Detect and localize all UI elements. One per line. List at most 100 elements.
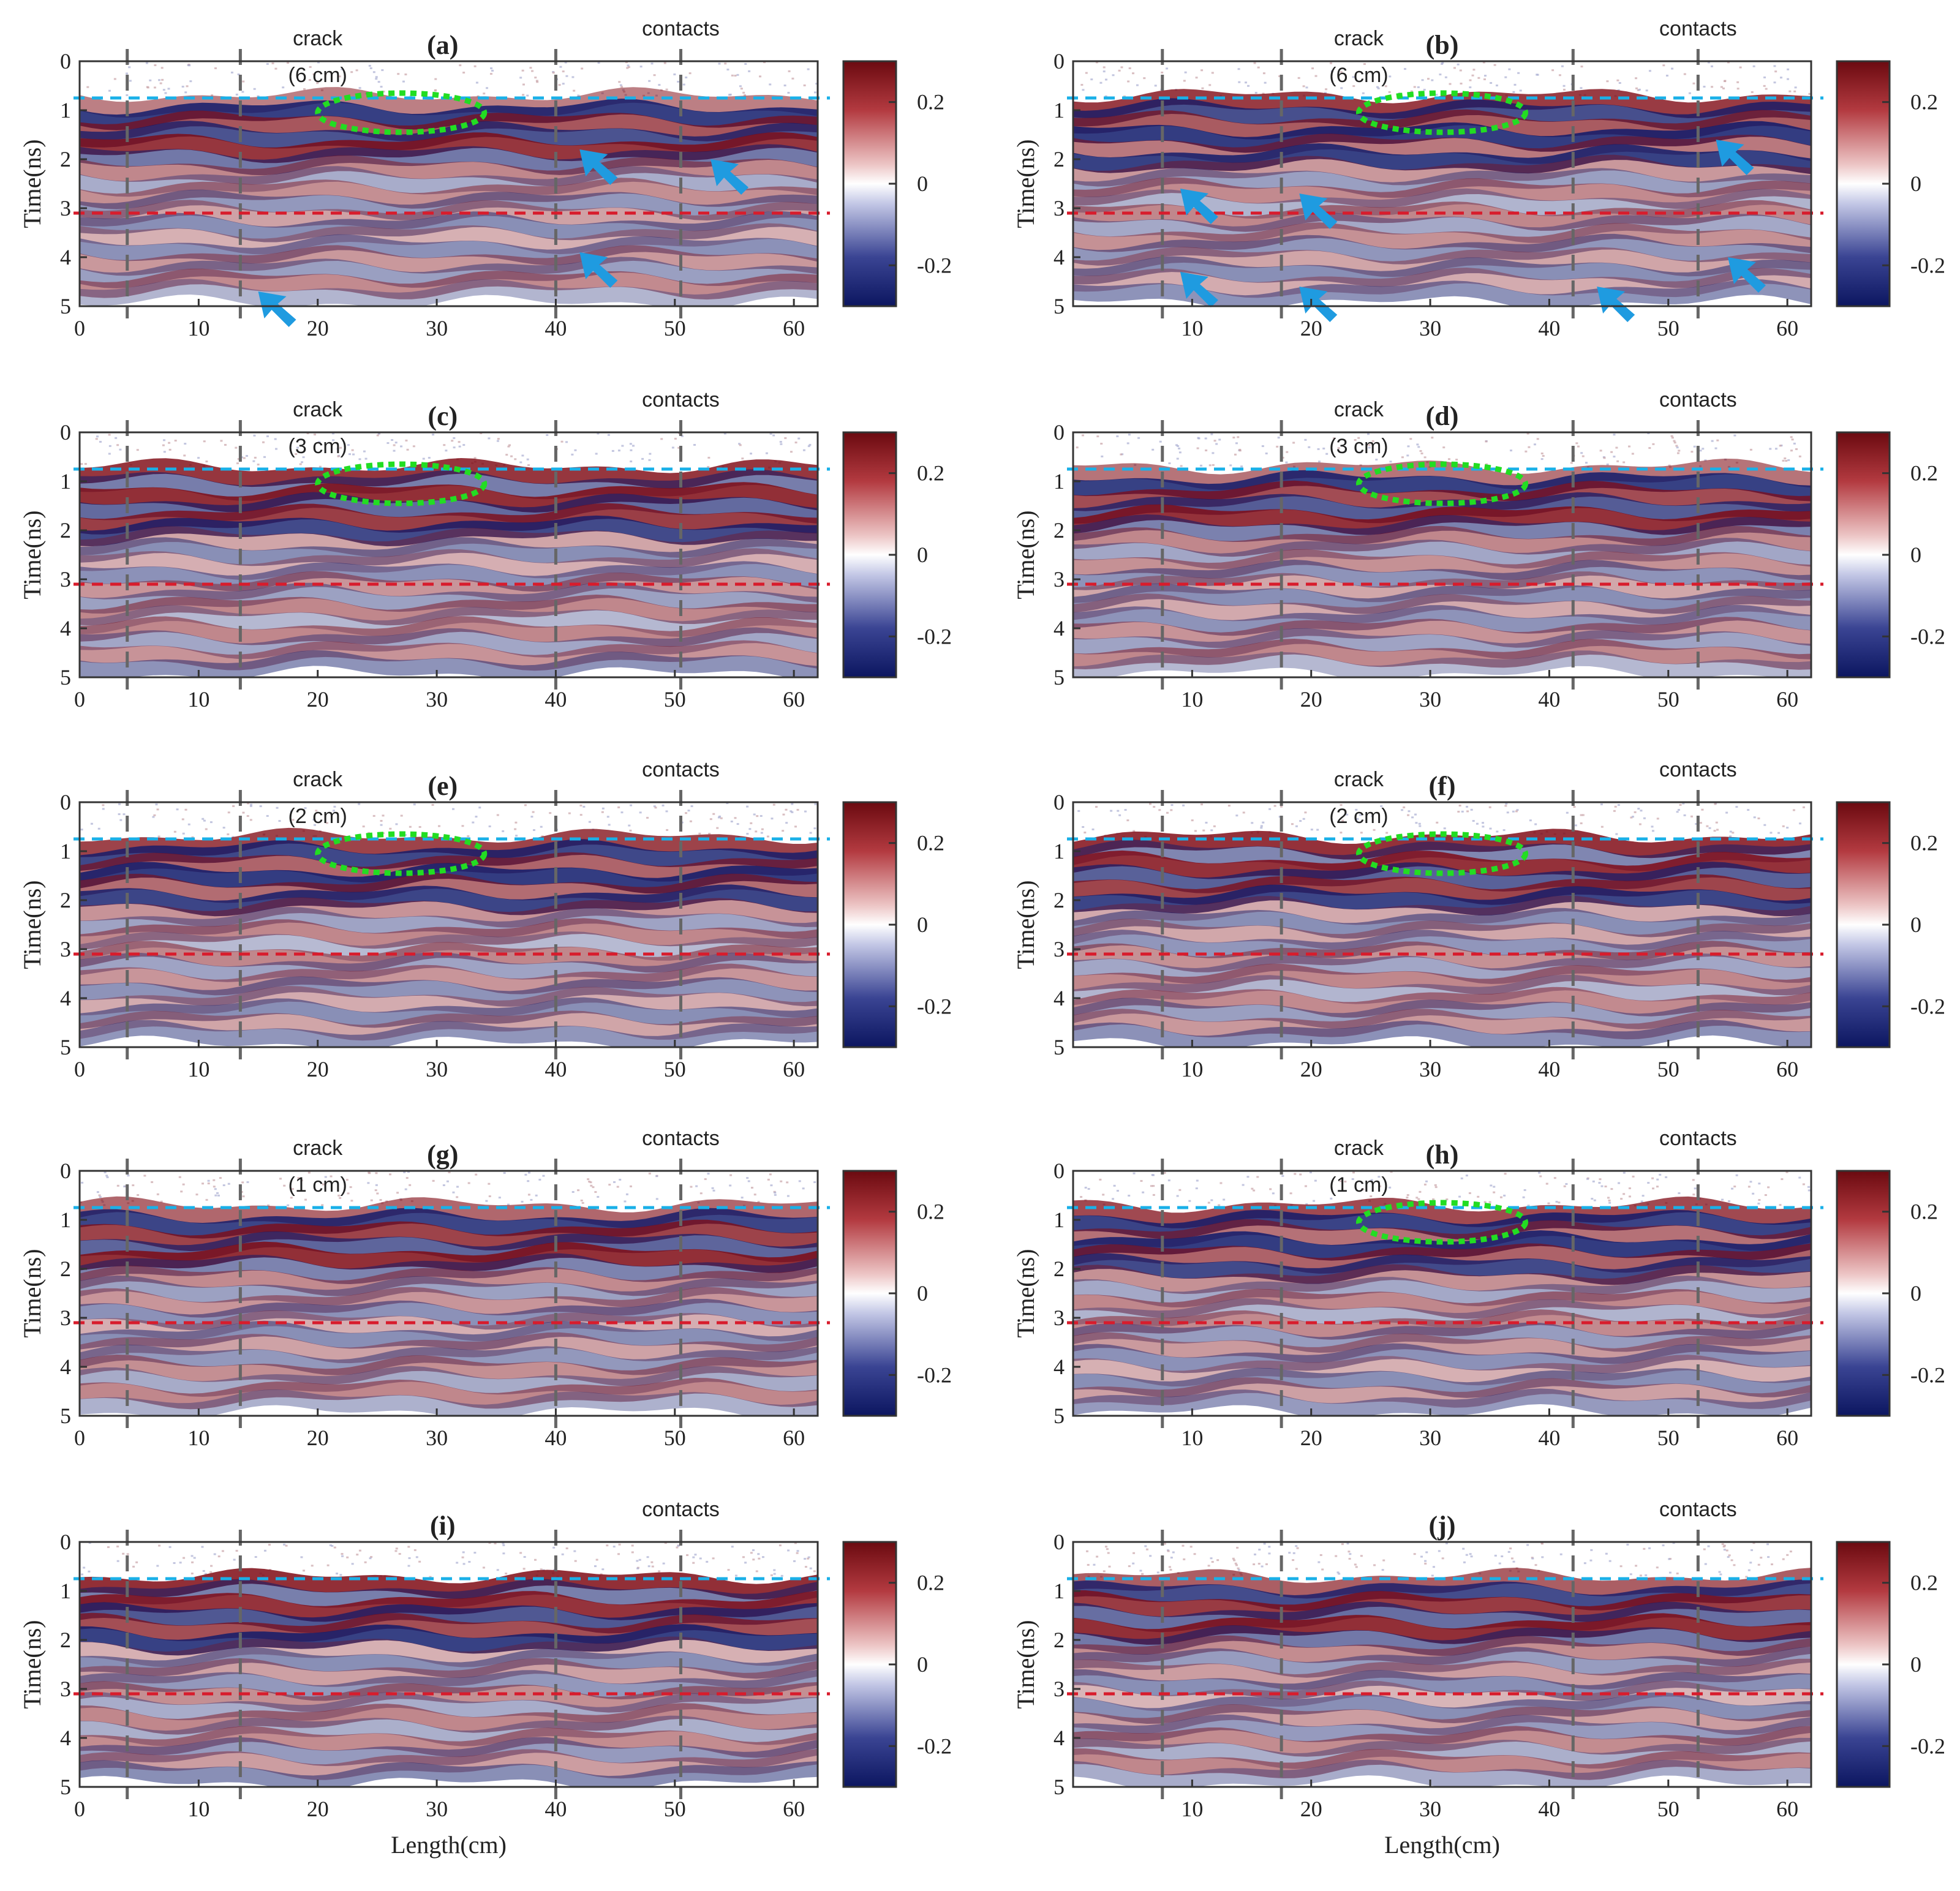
y-tick-label: 5 — [1054, 1775, 1065, 1799]
y-tick-label: 0 — [1054, 420, 1065, 445]
colorbar-tick-label: 0 — [917, 171, 928, 196]
x-tick-label: 10 — [187, 316, 209, 340]
reflection-arrow — [710, 159, 749, 195]
contacts-label: contacts — [642, 1127, 720, 1150]
x-tick-label: 20 — [307, 687, 329, 712]
radargram — [80, 432, 818, 677]
y-tick-label: 1 — [1054, 1208, 1065, 1232]
crack-label: crack — [1334, 768, 1384, 791]
crack-size-label: (6 cm) — [288, 64, 347, 87]
y-axis-label: Time(ns) — [1012, 1249, 1039, 1337]
x-tick-label: 50 — [664, 1426, 686, 1450]
reflection-arrow — [1716, 140, 1754, 175]
y-axis-label: Time(ns) — [18, 139, 46, 228]
y-tick-label: 4 — [1054, 1726, 1065, 1750]
colorbar — [1836, 801, 1891, 1048]
x-tick-label: 30 — [1419, 1426, 1441, 1450]
y-tick-label: 1 — [1054, 98, 1065, 122]
colorbar-tick-label: 0.2 — [1910, 831, 1938, 855]
radargram — [1073, 1171, 1811, 1416]
crack-ellipse — [1355, 461, 1529, 506]
panel-h: 10 20 30 40 50 60 0 1 2 3 4 5 Time(ns) (h) crack (1 cm)… — [1012, 1127, 1945, 1450]
colorbar-tick-label: -0.2 — [1910, 994, 1945, 1018]
colorbar-tick-label: 0 — [917, 1281, 928, 1306]
y-tick-label: 5 — [60, 1404, 71, 1428]
reflection-arrow — [1180, 189, 1218, 224]
x-tick-label: 10 — [187, 1426, 209, 1450]
y-tick-label: 4 — [1054, 986, 1065, 1010]
y-tick-label: 3 — [60, 1306, 71, 1330]
reflection-arrow — [1727, 257, 1766, 293]
x-axis-label: Length(cm) — [1384, 1831, 1500, 1859]
colorbar-tick-label: 0.2 — [1910, 1200, 1938, 1224]
axes-frame — [78, 60, 819, 307]
colorbar-tick-label: -0.2 — [1910, 624, 1945, 649]
y-tick-label: 4 — [1054, 1355, 1065, 1379]
y-tick-label: 0 — [60, 49, 71, 73]
y-tick-label: 1 — [1054, 839, 1065, 863]
x-tick-label: 10 — [1181, 1426, 1203, 1450]
x-tick-label: 0 — [74, 1057, 85, 1081]
colorbar-tick-label: -0.2 — [1910, 253, 1945, 277]
colorbar-tick-label: -0.2 — [917, 994, 952, 1018]
x-tick-label: 20 — [1300, 687, 1322, 712]
x-tick-label: 20 — [1300, 1057, 1322, 1081]
y-tick-label: 5 — [1054, 1035, 1065, 1059]
x-tick-label: 30 — [1419, 316, 1441, 340]
y-axis-label: Time(ns) — [1012, 510, 1039, 599]
y-tick-label: 4 — [1054, 616, 1065, 641]
x-tick-label: 10 — [1181, 1797, 1203, 1821]
axes-frame — [1072, 1170, 1812, 1417]
colorbar — [1836, 431, 1891, 679]
y-tick-label: 3 — [1054, 1677, 1065, 1701]
x-tick-label: 60 — [1776, 1797, 1798, 1821]
x-tick-label: 40 — [1538, 316, 1560, 340]
panel-label: (g) — [427, 1140, 458, 1170]
x-tick-label: 0 — [74, 687, 85, 712]
colorbar-tick-label: 0.2 — [1910, 90, 1938, 115]
x-tick-label: 10 — [1181, 1057, 1203, 1081]
crack-label: crack — [293, 27, 343, 50]
crack-ellipse — [315, 461, 488, 506]
y-tick-label: 2 — [1054, 1628, 1065, 1652]
y-tick-label: 0 — [60, 1530, 71, 1554]
y-tick-label: 2 — [60, 147, 71, 171]
axes-frame — [1072, 431, 1812, 679]
y-tick-label: 2 — [1054, 1257, 1065, 1281]
y-tick-label: 2 — [1054, 888, 1065, 912]
contacts-label: contacts — [1659, 1498, 1737, 1521]
colorbar-tick-label: 0.2 — [1910, 1571, 1938, 1595]
radargram — [80, 802, 818, 1047]
x-tick-label: 50 — [664, 316, 686, 340]
y-tick-label: 4 — [60, 1355, 71, 1379]
crack-size-label: (6 cm) — [1329, 64, 1388, 87]
colorbar-tick-label: 0.2 — [1910, 461, 1938, 486]
crack-label: crack — [1334, 398, 1384, 421]
x-tick-label: 40 — [1538, 1426, 1560, 1450]
axes-frame — [78, 801, 819, 1048]
colorbar-tick-label: 0 — [1910, 543, 1921, 567]
panel-label: (h) — [1426, 1140, 1459, 1170]
y-tick-label: 5 — [60, 1035, 71, 1059]
crack-size-label: (1 cm) — [1329, 1173, 1388, 1197]
axes-frame — [78, 431, 819, 679]
panel-a: 0 10 20 30 40 50 60 0 1 2 3 4 5 Time(ns) (a) crack (6 cm… — [18, 17, 952, 340]
x-tick-label: 20 — [1300, 316, 1322, 340]
y-axis-label: Time(ns) — [18, 1620, 46, 1709]
x-tick-label: 60 — [783, 1057, 805, 1081]
y-tick-label: 5 — [60, 1775, 71, 1799]
colorbar-tick-label: -0.2 — [1910, 1363, 1945, 1387]
contacts-label: contacts — [642, 758, 720, 781]
colorbar-tick-label: -0.2 — [1910, 1734, 1945, 1758]
x-tick-label: 40 — [545, 1797, 567, 1821]
x-tick-label: 30 — [1419, 687, 1441, 712]
colorbar-tick-label: 0 — [917, 543, 928, 567]
x-tick-label: 50 — [1657, 1797, 1679, 1821]
x-tick-label: 40 — [545, 316, 567, 340]
y-tick-label: 1 — [60, 1208, 71, 1232]
y-tick-label: 3 — [60, 937, 71, 961]
y-tick-label: 2 — [60, 518, 71, 543]
crack-ellipse — [315, 90, 488, 135]
panel-i: 0 10 20 30 40 50 60 0 1 2 3 4 5 Time(ns) Length(cm) (i)… — [18, 1498, 952, 1859]
colorbar-tick-label: 0.2 — [917, 1571, 944, 1595]
